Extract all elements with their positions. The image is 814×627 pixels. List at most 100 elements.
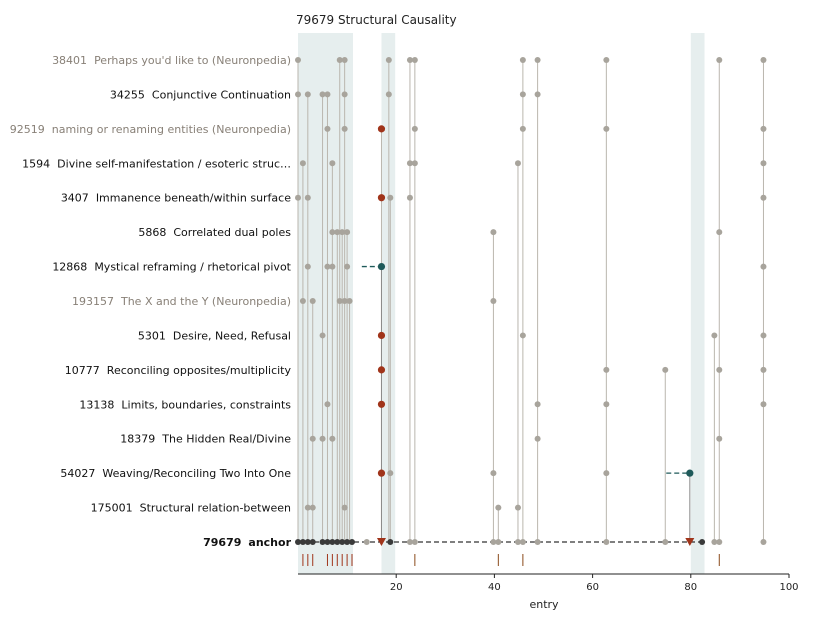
row-id: 1594 xyxy=(22,157,50,170)
data-point xyxy=(299,539,306,546)
x-tick-label: 80 xyxy=(684,582,697,593)
data-point xyxy=(329,435,336,442)
row-id: 10777 xyxy=(65,364,100,377)
data-point xyxy=(387,539,394,546)
row-name: The Hidden Real/Divine xyxy=(161,433,291,446)
row-label: 5868 Correlated dual poles xyxy=(138,226,291,239)
row-name: Weaving/Reconciling Two Into One xyxy=(102,467,291,480)
data-point xyxy=(349,539,356,546)
data-point xyxy=(341,125,348,132)
data-point xyxy=(716,539,723,546)
row-id: 92519 xyxy=(10,123,45,136)
row-label: 13138 Limits, boundaries, constraints xyxy=(79,398,291,411)
data-point xyxy=(514,160,521,167)
data-point xyxy=(341,91,348,98)
data-point xyxy=(319,539,326,546)
data-point xyxy=(534,435,541,442)
data-point xyxy=(519,91,526,98)
row-label: 34255 Conjunctive Continuation xyxy=(110,88,291,101)
data-point xyxy=(760,263,767,270)
data-point xyxy=(603,366,610,373)
data-point xyxy=(514,539,521,546)
data-point xyxy=(603,401,610,408)
data-point xyxy=(329,229,336,236)
row-id: 5301 xyxy=(138,329,166,342)
data-point xyxy=(304,91,311,98)
data-point-red xyxy=(377,366,386,374)
data-point xyxy=(760,57,767,63)
data-point xyxy=(411,57,418,63)
row-label: 54027 Weaving/Reconciling Two Into One xyxy=(60,467,291,480)
data-point xyxy=(406,160,413,167)
data-point xyxy=(603,470,610,477)
data-point xyxy=(329,263,336,270)
data-point xyxy=(490,470,497,477)
data-point xyxy=(603,125,610,132)
data-point xyxy=(716,57,723,63)
data-point xyxy=(411,160,418,167)
entry-stems xyxy=(297,60,764,543)
anchor-marker-red xyxy=(376,538,386,547)
data-point xyxy=(304,194,311,201)
data-point xyxy=(716,366,723,373)
data-point xyxy=(299,160,306,167)
data-point xyxy=(324,91,331,98)
data-point xyxy=(411,125,418,132)
data-point xyxy=(385,91,392,98)
data-point xyxy=(711,539,718,546)
row-name: Structural relation-between xyxy=(140,502,291,515)
data-point xyxy=(411,539,418,546)
data-point xyxy=(603,57,610,63)
data-point xyxy=(324,539,331,546)
data-point xyxy=(385,57,392,63)
data-point xyxy=(336,57,343,63)
row-id: 5868 xyxy=(138,226,166,239)
data-point xyxy=(319,332,326,339)
data-point xyxy=(760,160,767,167)
data-point xyxy=(760,401,767,408)
data-point xyxy=(490,229,497,236)
data-point xyxy=(406,194,413,201)
data-point xyxy=(341,298,348,305)
data-point xyxy=(495,539,502,546)
rug-ticks xyxy=(302,554,720,566)
data-point xyxy=(319,91,326,98)
data-point xyxy=(309,435,316,442)
dashed-links xyxy=(298,265,703,543)
x-tick-label: 20 xyxy=(390,582,403,593)
row-name: Desire, Need, Refusal xyxy=(173,329,291,342)
row-id: 3407 xyxy=(61,192,89,205)
data-point xyxy=(341,504,348,511)
data-point xyxy=(519,125,526,132)
data-point xyxy=(341,57,348,63)
data-point xyxy=(760,332,767,339)
row-name: Reconciling opposites/multiplicity xyxy=(107,364,292,377)
data-point xyxy=(339,539,346,546)
data-point xyxy=(295,91,301,98)
data-point xyxy=(334,229,341,236)
data-point xyxy=(603,539,610,546)
data-point-teal xyxy=(377,262,386,271)
data-point xyxy=(304,539,311,546)
data-point-red xyxy=(377,331,386,340)
data-point xyxy=(534,539,541,546)
data-point-red xyxy=(377,400,386,408)
row-label: 10777 Reconciling opposites/multiplicity xyxy=(65,364,292,377)
data-point xyxy=(339,229,346,236)
data-point xyxy=(534,91,541,98)
data-point xyxy=(346,298,353,305)
data-point xyxy=(295,539,301,546)
data-point xyxy=(760,194,767,201)
data-point xyxy=(387,470,394,477)
x-axis: 20 40 60 80 100 xyxy=(298,573,799,593)
data-point xyxy=(519,539,526,546)
row-name: The X and the Y (Neuronpedia) xyxy=(120,295,291,308)
data-point xyxy=(711,332,718,339)
highlight-bands xyxy=(298,33,705,574)
data-point xyxy=(324,125,331,132)
data-point xyxy=(363,539,370,546)
row-label: 12868 Mystical reframing / rhetorical piv… xyxy=(52,261,291,274)
row-id: 79679 xyxy=(203,536,241,549)
data-point xyxy=(299,298,306,305)
row-label: 79679 anchor xyxy=(203,536,291,549)
